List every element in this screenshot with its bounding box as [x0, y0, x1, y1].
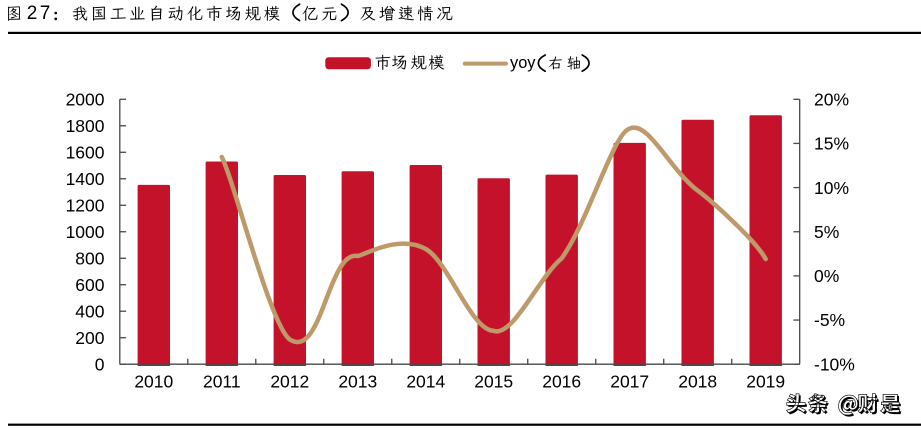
svg-text:15%: 15% [814, 134, 849, 154]
svg-text:27: 27 [27, 3, 53, 24]
svg-text:400: 400 [75, 301, 104, 321]
svg-text:2000: 2000 [66, 90, 105, 110]
svg-text:20%: 20% [814, 90, 849, 110]
svg-text:1800: 1800 [66, 116, 105, 136]
svg-text:2014: 2014 [406, 372, 445, 392]
svg-text:-10%: -10% [814, 354, 855, 374]
svg-text:1600: 1600 [66, 143, 105, 163]
svg-text:2010: 2010 [134, 372, 173, 392]
svg-text:2015: 2015 [474, 372, 513, 392]
svg-text:-5%: -5% [814, 310, 845, 330]
svg-text:2019: 2019 [746, 372, 785, 392]
svg-text:0: 0 [95, 354, 105, 374]
svg-text:2018: 2018 [678, 372, 717, 392]
svg-text:200: 200 [75, 328, 104, 348]
svg-text:1000: 1000 [66, 222, 105, 242]
svg-text:10%: 10% [814, 178, 849, 198]
svg-text:2017: 2017 [610, 372, 649, 392]
svg-text:2013: 2013 [338, 372, 377, 392]
svg-text:800: 800 [75, 248, 104, 268]
svg-text:yoy: yoy [510, 54, 536, 72]
svg-text:5%: 5% [814, 222, 839, 242]
svg-text:2012: 2012 [270, 372, 309, 392]
svg-text:2016: 2016 [542, 372, 581, 392]
svg-text:600: 600 [75, 275, 104, 295]
svg-text:1400: 1400 [66, 169, 105, 189]
svg-text:1200: 1200 [66, 196, 105, 216]
svg-text:0%: 0% [814, 266, 839, 286]
svg-text:2011: 2011 [203, 372, 241, 392]
